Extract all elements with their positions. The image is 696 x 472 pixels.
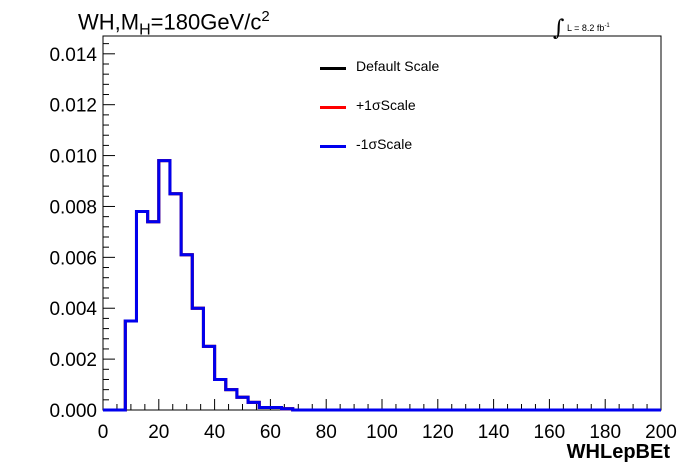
luminosity-sup: -1 — [604, 22, 610, 29]
y-tick-label: 0.012 — [49, 96, 97, 117]
series-line-2 — [103, 159, 661, 412]
y-tick-label: 0.006 — [49, 248, 97, 269]
y-tick-label: 0.008 — [49, 197, 97, 218]
luminosity-label: ∫ L = 8.2 fb-1 — [553, 16, 610, 41]
x-tick-label: 20 — [148, 422, 169, 443]
y-tick-label: 0.000 — [49, 401, 97, 422]
title-prefix: WH,M — [78, 9, 140, 35]
integral-symbol: ∫ — [553, 16, 565, 41]
legend-swatch-minus1sigma — [320, 145, 346, 148]
series-lines — [103, 159, 661, 412]
legend-label-minus1sigma: -1σScale — [356, 136, 413, 152]
legend-swatch-default — [320, 67, 346, 70]
legend-label-default: Default Scale — [356, 58, 440, 74]
title-value: =180GeV/c — [150, 9, 262, 35]
x-tick-label: 180 — [589, 422, 621, 443]
y-tick-label: 0.014 — [49, 45, 97, 66]
title-subscript: H — [139, 21, 151, 39]
x-tick-label: 140 — [478, 422, 510, 443]
series-line-1 — [103, 159, 661, 412]
x-tick-label: 0 — [98, 422, 109, 443]
x-tick-label: 80 — [316, 422, 337, 443]
legend-entry-minus1sigma: -1σScale — [318, 136, 468, 175]
x-tick-label: 200 — [645, 422, 677, 443]
axis-ticks: 0 20 40 60 80 100 120 140 160 180 200 0.000 0.002 0.0… — [49, 43, 677, 443]
x-tick-label: 60 — [260, 422, 281, 443]
y-tick-label: 0.010 — [49, 147, 97, 168]
x-tick-label: 160 — [534, 422, 566, 443]
series-line-0 — [103, 159, 661, 412]
x-tick-label: 120 — [422, 422, 454, 443]
legend-entry-plus1sigma: +1σScale — [318, 97, 468, 136]
x-tick-label: 40 — [204, 422, 225, 443]
title-superscript: 2 — [261, 8, 270, 25]
x-tick-label: 100 — [366, 422, 398, 443]
legend-label-plus1sigma: +1σScale — [356, 97, 416, 113]
legend-swatch-plus1sigma — [320, 106, 346, 109]
legend-entry-default: Default Scale — [318, 58, 468, 97]
y-tick-label: 0.004 — [49, 299, 97, 320]
x-axis-label: WHLepBEt — [566, 441, 670, 463]
y-tick-label: 0.002 — [49, 350, 97, 371]
plot-title: WH,MH=180GeV/c2 — [78, 8, 270, 40]
legend: Default Scale +1σScale -1σScale — [318, 58, 468, 175]
luminosity-text: L = 8.2 fb — [566, 22, 605, 33]
